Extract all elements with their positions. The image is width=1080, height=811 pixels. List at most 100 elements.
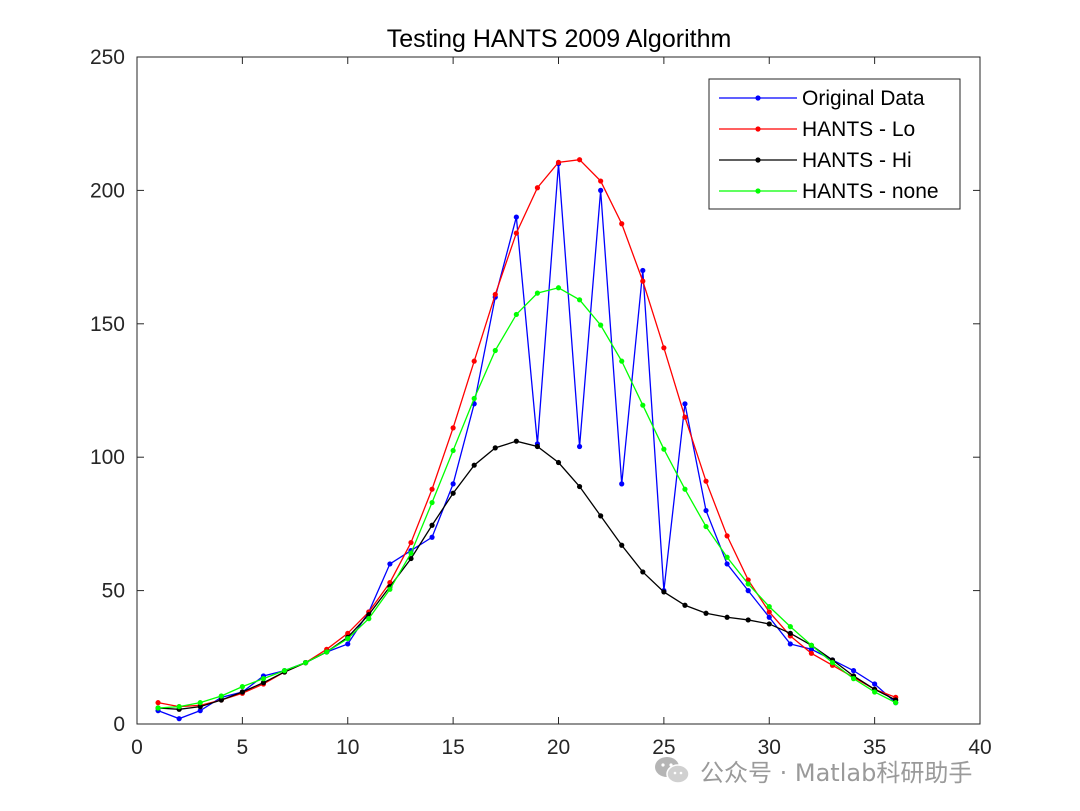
- data-point: [555, 159, 562, 165]
- data-point: [260, 680, 267, 686]
- series-line: [158, 440, 896, 710]
- data-point: [829, 660, 836, 666]
- y-tick-label: 200: [90, 179, 125, 202]
- data-point: [303, 660, 309, 666]
- data-point: [345, 636, 351, 642]
- data-point: [513, 214, 519, 220]
- data-point: [661, 345, 667, 351]
- data-point: [619, 221, 625, 227]
- data-point: [640, 402, 646, 408]
- data-point: [429, 499, 435, 506]
- x-tick-label: 30: [758, 736, 781, 759]
- wechat-icon: [655, 757, 690, 784]
- legend: Original Data HANTS - Lo HANTS - Hi HANTS -…: [708, 78, 961, 210]
- data-point: [534, 290, 541, 296]
- y-tick-label: 0: [113, 713, 125, 736]
- x-tick-label: 40: [968, 736, 991, 759]
- x-tick-label: 10: [336, 736, 359, 759]
- data-point: [703, 478, 709, 484]
- data-point: [513, 438, 519, 444]
- data-point: [787, 630, 793, 636]
- y-tick-label: 150: [90, 313, 125, 336]
- data-point: [429, 534, 435, 540]
- legend-label: Original Data: [802, 87, 925, 110]
- x-tick-label: 0: [131, 736, 143, 759]
- data-point: [661, 446, 667, 452]
- legend-label: HANTS - none: [802, 180, 939, 203]
- data-point: [197, 704, 203, 710]
- data-point: [598, 322, 604, 328]
- data-point: [745, 581, 751, 587]
- data-point: [513, 311, 519, 318]
- data-point: [155, 700, 161, 706]
- data-point: [766, 609, 772, 615]
- data-point: [850, 668, 857, 674]
- data-point: [387, 586, 393, 592]
- x-tick-label: 15: [441, 736, 464, 759]
- data-point: [239, 689, 245, 695]
- data-point: [598, 187, 604, 193]
- data-point: [555, 285, 562, 291]
- legend-marker: [755, 95, 761, 101]
- data-point: [724, 614, 730, 620]
- data-point: [260, 676, 267, 682]
- data-point: [450, 481, 456, 487]
- data-point: [345, 641, 351, 647]
- data-point: [661, 589, 667, 595]
- data-point: [598, 178, 604, 184]
- data-point: [640, 267, 646, 274]
- y-tick-label: 100: [90, 446, 125, 469]
- data-point: [640, 278, 646, 284]
- data-point: [408, 550, 414, 556]
- x-tick-label: 25: [652, 736, 675, 759]
- data-point: [682, 414, 688, 420]
- data-point: [745, 588, 751, 594]
- data-point: [724, 554, 730, 560]
- data-point: [724, 533, 730, 539]
- data-point: [598, 513, 604, 519]
- data-point: [176, 716, 182, 722]
- data-point: [176, 704, 182, 710]
- legend-marker: [755, 188, 761, 194]
- data-point: [724, 561, 730, 567]
- series-hants-hi: [155, 438, 899, 712]
- data-point: [703, 507, 709, 514]
- data-point: [850, 676, 857, 682]
- data-point: [218, 693, 224, 699]
- data-point: [513, 230, 519, 236]
- data-point: [640, 569, 646, 575]
- series-layer: [155, 157, 899, 722]
- data-point: [450, 447, 456, 454]
- data-point: [450, 425, 456, 431]
- data-point: [471, 462, 477, 468]
- data-point: [492, 347, 498, 354]
- legend-label: HANTS - Hi: [802, 149, 912, 172]
- data-point: [471, 395, 477, 402]
- data-point: [197, 708, 203, 714]
- data-point: [218, 697, 224, 703]
- data-point: [450, 490, 456, 496]
- x-tick-label: 35: [863, 736, 886, 759]
- data-point: [808, 642, 815, 648]
- data-point: [893, 700, 899, 706]
- legend-label: HANTS - Lo: [802, 118, 915, 141]
- data-point: [576, 483, 583, 490]
- data-point: [408, 555, 414, 562]
- data-point: [239, 684, 245, 690]
- x-axis: 0 5 10 15 20 25 30 35 40: [131, 57, 992, 759]
- legend-box: [708, 78, 961, 210]
- data-point: [492, 445, 498, 451]
- data-point: [619, 358, 625, 364]
- y-axis: 0 50 100 150 200 250: [90, 46, 980, 736]
- data-point: [808, 650, 815, 656]
- data-point: [703, 523, 709, 530]
- y-tick-label: 50: [102, 580, 125, 603]
- legend-marker: [755, 157, 761, 163]
- y-tick-label: 250: [90, 46, 125, 69]
- data-point: [492, 291, 498, 298]
- data-point: [324, 649, 330, 655]
- data-point: [787, 624, 793, 630]
- data-point: [366, 616, 372, 622]
- legend-marker: [755, 126, 761, 132]
- data-point: [872, 689, 878, 695]
